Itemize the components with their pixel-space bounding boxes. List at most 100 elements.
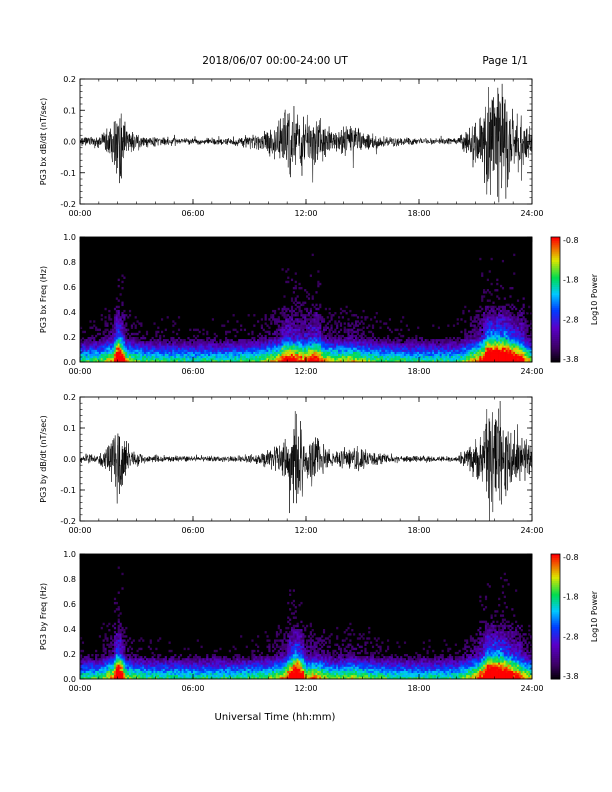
heatmap-cell xyxy=(112,658,115,661)
heatmap-cell xyxy=(319,324,322,327)
heatmap-cell xyxy=(424,355,427,359)
heatmap-cell xyxy=(179,359,182,363)
heatmap-cell xyxy=(321,347,324,350)
heatmap-cell xyxy=(516,299,520,302)
heatmap-cell xyxy=(95,357,98,361)
heatmap-cell xyxy=(370,318,373,321)
heatmap-cell xyxy=(100,347,103,350)
heatmap-cell xyxy=(452,324,456,327)
heatmap-cell xyxy=(319,339,322,342)
heatmap-cell xyxy=(130,660,134,663)
y-tick-label: 0.4 xyxy=(63,308,76,317)
heatmap-cell xyxy=(484,355,488,359)
heatmap-cell xyxy=(83,670,86,674)
heatmap-cell xyxy=(334,359,337,363)
heatmap-cell xyxy=(87,357,90,361)
heatmap-cell xyxy=(460,349,463,352)
heatmap-cell xyxy=(477,328,480,332)
heatmap-cell xyxy=(507,330,510,334)
heatmap-cell xyxy=(142,353,145,357)
heatmap-cell xyxy=(149,341,152,344)
heatmap-cell xyxy=(484,305,488,309)
heatmap-cell xyxy=(193,357,196,361)
heatmap-cell xyxy=(160,351,164,354)
heatmap-cell xyxy=(211,357,215,361)
heatmap-cell xyxy=(236,347,239,350)
heatmap-cell xyxy=(449,357,452,361)
heatmap-cell xyxy=(132,639,135,642)
heatmap-cell xyxy=(420,337,424,340)
heatmap-cell xyxy=(106,324,109,327)
colorbar-cell xyxy=(551,297,560,300)
heatmap-cell xyxy=(473,339,476,342)
heatmap-cell xyxy=(87,353,90,357)
heatmap-cell xyxy=(243,353,247,357)
heatmap-cell xyxy=(272,343,275,346)
heatmap-cell xyxy=(125,658,128,661)
heatmap-cell xyxy=(127,674,130,678)
heatmap-cell xyxy=(98,341,102,344)
heatmap-cell xyxy=(518,312,521,315)
heatmap-cell xyxy=(151,666,154,669)
heatmap-cell xyxy=(511,303,514,307)
heatmap-cell xyxy=(475,349,478,352)
heatmap-cell xyxy=(194,351,198,354)
heatmap-cell xyxy=(338,359,341,363)
heatmap-cell xyxy=(343,309,346,313)
heatmap-cell xyxy=(439,347,442,350)
heatmap-cell xyxy=(484,351,488,354)
heatmap-cell xyxy=(100,339,103,342)
heatmap-cell xyxy=(93,339,96,342)
heatmap-cell xyxy=(377,337,380,340)
heatmap-cell xyxy=(279,339,282,342)
heatmap-cell xyxy=(336,347,339,350)
heatmap-cell xyxy=(266,347,269,350)
heatmap-cell xyxy=(507,312,510,315)
heatmap-cell xyxy=(496,355,499,359)
heatmap-cell xyxy=(115,654,118,657)
heatmap-cell xyxy=(400,347,403,350)
heatmap-cell xyxy=(326,349,329,352)
heatmap-cell xyxy=(91,664,94,667)
heatmap-cell xyxy=(334,347,337,350)
heatmap-cell xyxy=(281,332,284,336)
heatmap-cell xyxy=(356,328,360,332)
heatmap-cell xyxy=(89,341,92,344)
heatmap-cell xyxy=(469,318,473,321)
heatmap-cell xyxy=(153,355,156,359)
heatmap-cell xyxy=(292,337,295,340)
heatmap-cell xyxy=(513,322,516,325)
heatmap-cell xyxy=(311,318,314,321)
heatmap-cell xyxy=(89,349,92,352)
heatmap-cell xyxy=(189,355,192,359)
heatmap-cell xyxy=(112,654,115,657)
heatmap-cell xyxy=(241,355,245,359)
heatmap-cell xyxy=(132,660,135,663)
heatmap-cell xyxy=(151,345,154,348)
heatmap-cell xyxy=(454,353,457,357)
heatmap-cell xyxy=(121,322,124,325)
heatmap-cell xyxy=(530,322,533,325)
heatmap-cell xyxy=(260,345,263,348)
heatmap-cell xyxy=(196,341,199,344)
heatmap-cell xyxy=(166,339,169,342)
heatmap-cell xyxy=(132,666,135,669)
heatmap-cell xyxy=(488,359,491,363)
heatmap-cell xyxy=(128,334,132,338)
heatmap-cell xyxy=(128,347,132,350)
heatmap-cell xyxy=(513,314,516,317)
heatmap-cell xyxy=(138,343,141,346)
heatmap-cell xyxy=(83,359,86,363)
heatmap-cell xyxy=(98,635,102,638)
heatmap-cell xyxy=(113,357,117,361)
heatmap-cell xyxy=(196,355,199,359)
heatmap-cell xyxy=(407,353,410,357)
heatmap-cell xyxy=(513,316,516,319)
heatmap-cell xyxy=(100,662,103,665)
heatmap-cell xyxy=(80,662,83,665)
heatmap-cell xyxy=(449,337,452,340)
heatmap-cell xyxy=(518,355,521,359)
heatmap-cell xyxy=(520,353,523,357)
heatmap-cell xyxy=(488,326,491,329)
colorbar-cell xyxy=(551,257,560,261)
